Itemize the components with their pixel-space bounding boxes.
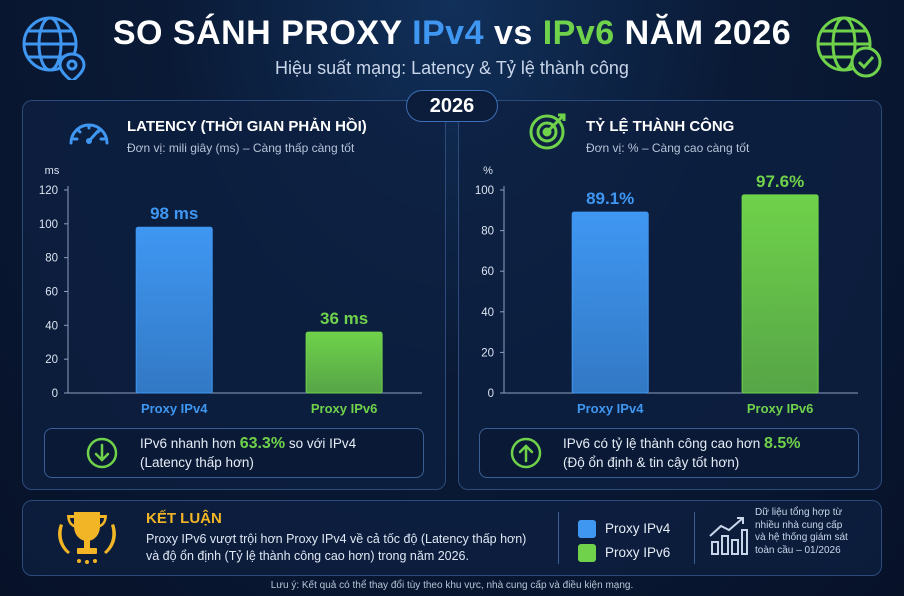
conclusion-divider: [558, 512, 559, 564]
latency-y-tick-label: 0: [52, 388, 58, 400]
bar-chart-trend-icon: [709, 517, 748, 555]
title-ipv4: IPv4: [412, 14, 485, 52]
latency-y-tick-label: 60: [45, 287, 58, 299]
success-info-box: [479, 428, 859, 478]
latency-bar-ipv6: [305, 331, 383, 394]
success-y-tick-label: 20: [481, 347, 494, 359]
success-category-label-ipv6: Proxy IPv6: [747, 401, 814, 416]
success-subtitle: Đơn vị: % – Càng cao càng tốt: [586, 141, 750, 155]
source-line-4: toàn cầu – 01/2026: [755, 544, 841, 556]
speedometer-icon: [69, 123, 109, 145]
legend-swatch-ipv4: [578, 520, 596, 538]
latency-data-label-ipv4: 98 ms: [150, 204, 198, 223]
conclusion-text: Proxy IPv6 vượt trội hơn Proxy IPv4 về c…: [146, 531, 526, 565]
footnote: Lưu ý: Kết quả có thể thay đổi tùy theo …: [270, 580, 634, 591]
success-info-text: IPv6 có tỷ lệ thành công cao hơn 8.5% (Đ…: [563, 434, 800, 472]
globe-location-icon: [22, 16, 86, 80]
latency-subtitle: Đơn vị: mili giây (ms) – Càng thấp càng …: [127, 141, 355, 155]
latency-info-box: [44, 428, 424, 478]
source-text: Dữ liệu tổng hợp từ nhiều nhà cung cấp v…: [755, 507, 848, 557]
latency-data-label-ipv6: 36 ms: [320, 309, 368, 328]
trophy-icon: [58, 512, 116, 564]
latency-y-tick-label: 20: [45, 354, 58, 366]
latency-info-value: 63.3%: [239, 435, 286, 452]
latency-category-label-ipv4: Proxy IPv4: [141, 401, 208, 416]
success-y-tick-label: 0: [488, 388, 494, 400]
latency-panel: [22, 100, 446, 490]
arrow-down-icon: [86, 437, 118, 469]
latency-info-suffix: so với IPv4: [285, 436, 357, 451]
latency-y-tick-label: 100: [39, 219, 58, 231]
success-y-tick-label: 40: [481, 307, 494, 319]
conclusion-divider-2: [694, 512, 695, 564]
success-info-line2: (Độ ổn định & tin cậy tốt hơn): [563, 455, 740, 470]
title-prefix: SO SÁNH PROXY: [112, 14, 413, 52]
legend-label-ipv6: Proxy IPv6: [605, 545, 671, 560]
success-title: TỶ LỆ THÀNH CÔNG: [586, 118, 735, 135]
success-chart: % 0 20 40 60 80 100 89.1% Proxy IPv4 97.6% Proxy I…: [475, 165, 858, 416]
legend-label-ipv4: Proxy IPv4: [605, 521, 671, 536]
title-ipv6: IPv6: [542, 14, 615, 52]
page-subtitle: Hiệu suất mạng: Latency & Tỷ lệ thành cô…: [275, 58, 629, 78]
target-icon: [529, 113, 566, 150]
source-line-2: nhiều nhà cung cấp: [755, 519, 843, 531]
success-info-prefix: IPv6 có tỷ lệ thành công cao hơn: [563, 436, 764, 451]
success-data-label-ipv4: 89.1%: [586, 189, 634, 208]
success-info-value: 8.5%: [763, 435, 801, 452]
source-line-3: và hệ thống giám sát: [755, 532, 848, 543]
title-vs: vs: [484, 14, 543, 52]
success-y-tick-label: 100: [475, 185, 494, 197]
latency-category-label-ipv6: Proxy IPv6: [311, 401, 378, 416]
success-bar-ipv6: [741, 194, 819, 394]
conclusion-line1: Proxy IPv6 vượt trội hơn Proxy IPv4 về c…: [146, 532, 527, 546]
globe-check-icon: [816, 16, 882, 78]
title-suffix: NĂM 2026: [614, 14, 792, 52]
legend-swatch-ipv6: [578, 544, 596, 562]
year-badge: 2026: [406, 90, 498, 122]
latency-title: LATENCY (THỜI GIAN PHẢN HỒI): [127, 118, 367, 135]
latency-chart: ms 0 20 40 60 80 100 120 98 ms Proxy IPv4 36 ms Pro…: [39, 165, 422, 416]
source-line-1: Dữ liệu tổng hợp từ: [755, 507, 843, 518]
latency-info-line2: (Latency thấp hơn): [140, 455, 254, 470]
latency-y-unit: ms: [45, 165, 60, 177]
success-data-label-ipv6: 97.6%: [756, 172, 804, 191]
success-y-tick-label: 60: [481, 266, 494, 278]
success-category-label-ipv4: Proxy IPv4: [577, 401, 644, 416]
success-y-tick-label: 80: [481, 226, 494, 238]
latency-info-prefix: IPv6 nhanh hơn: [140, 436, 240, 451]
success-bar-ipv4: [571, 211, 649, 394]
success-y-unit: %: [483, 165, 493, 177]
arrow-up-icon: [510, 437, 542, 469]
latency-bar-ipv4: [135, 226, 213, 394]
page-title: SO SÁNH PROXY IPv4 vs IPv6 NĂM 2026: [0, 14, 904, 53]
latency-info-text: IPv6 nhanh hơn 63.3% so với IPv4 (Latenc…: [140, 434, 356, 472]
conclusion-title: KẾT LUẬN: [146, 510, 222, 527]
latency-y-tick-label: 40: [45, 320, 58, 332]
latency-y-tick-label: 80: [45, 253, 58, 265]
conclusion-line2: và độ ổn định (Tỷ lệ thành công cao hơn)…: [146, 549, 469, 563]
latency-y-tick-label: 120: [39, 185, 58, 197]
conclusion-panel: [22, 500, 882, 576]
